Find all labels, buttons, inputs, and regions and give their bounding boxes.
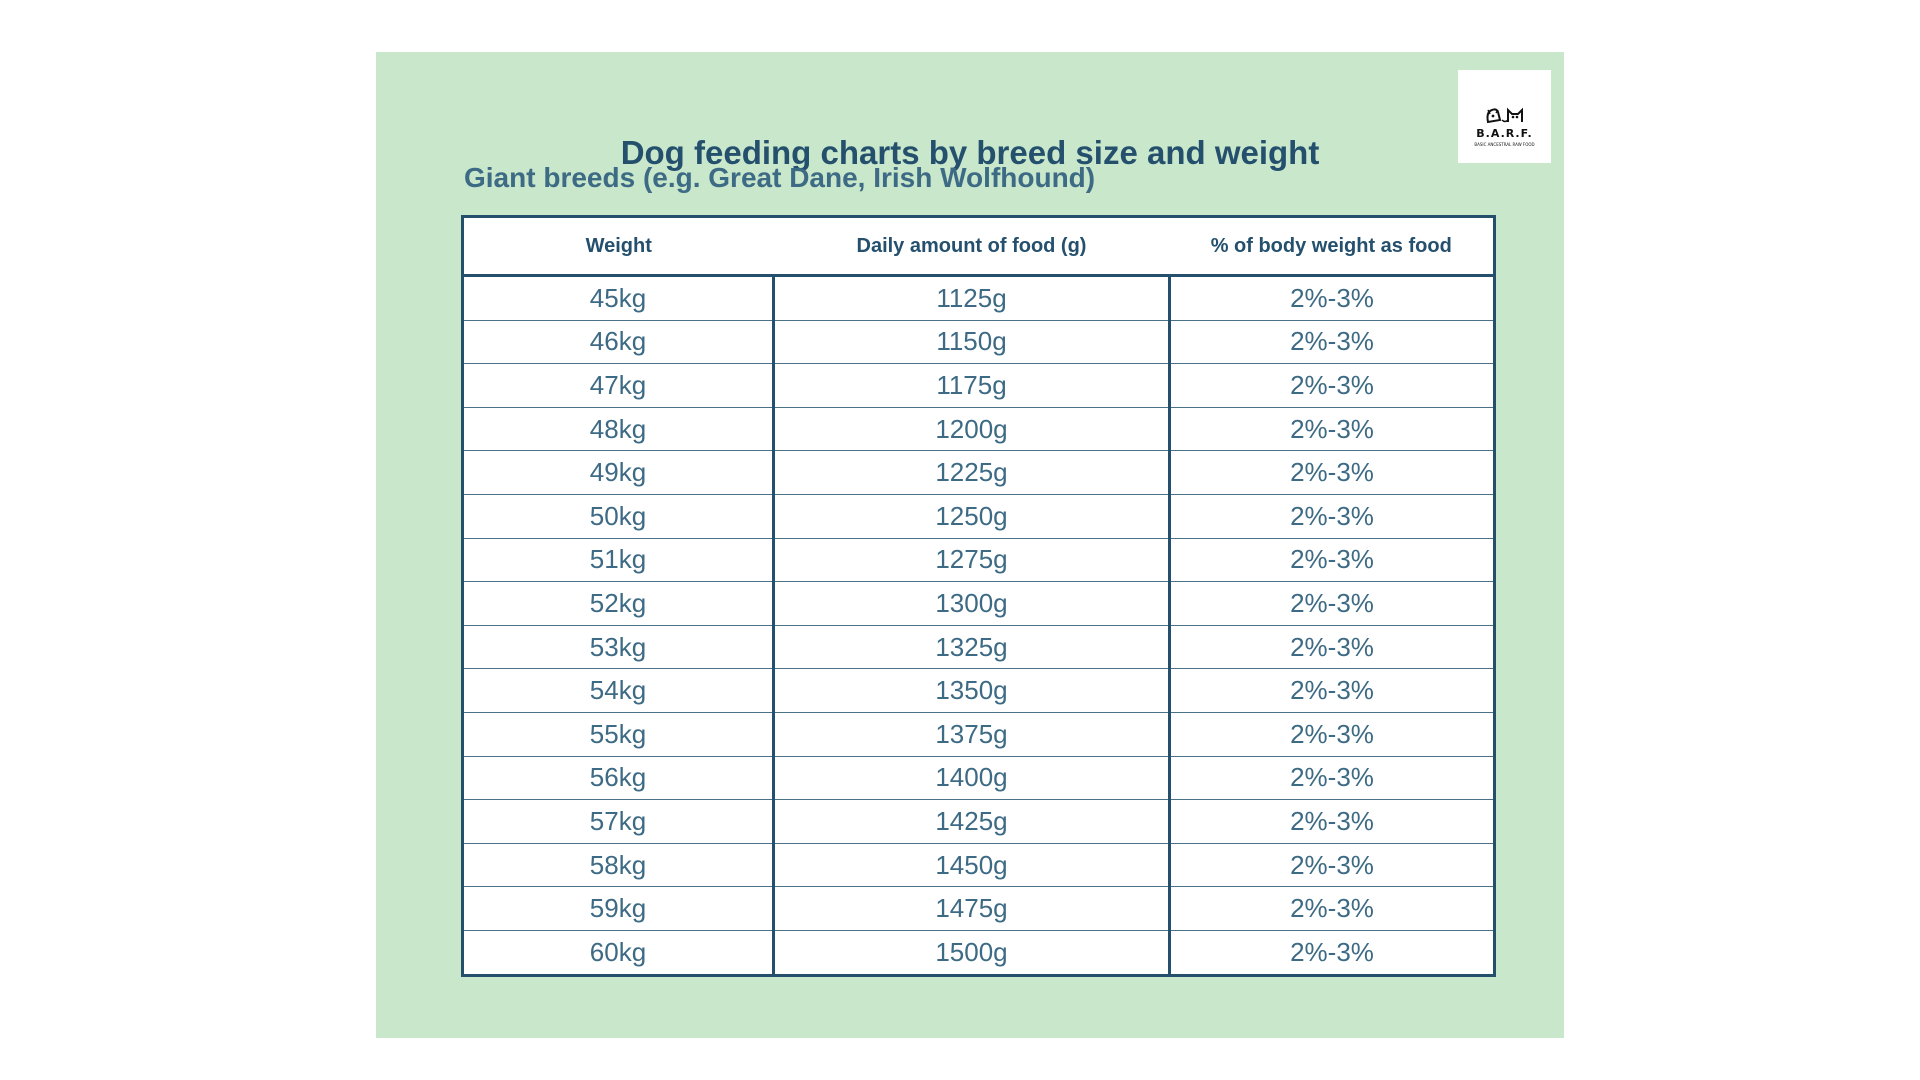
weight-cell: 57kg: [462, 799, 775, 844]
percent-cell: 2%-3%: [1169, 886, 1495, 931]
weight-cell: 50kg: [462, 494, 775, 539]
page-title: Dog feeding charts by breed size and wei…: [620, 134, 1320, 171]
logo-tagline: BASIC ANCESTRAL RAW FOOD: [1474, 142, 1535, 147]
weight-cell: 54kg: [462, 668, 775, 713]
weight-cell: 53kg: [462, 625, 775, 670]
table-row: 60kg 1500g 2%-3%: [462, 930, 1495, 975]
percent-cell: 2%-3%: [1169, 320, 1495, 365]
daily-amount-cell: 1300g: [773, 581, 1171, 626]
daily-amount-cell: 1275g: [773, 538, 1171, 583]
percent-cell: 2%-3%: [1169, 363, 1495, 408]
table-row: 46kg 1150g 2%-3%: [462, 320, 1495, 365]
table-row: 55kg 1375g 2%-3%: [462, 712, 1495, 757]
daily-amount-cell: 1325g: [773, 625, 1171, 670]
table-row: 53kg 1325g 2%-3%: [462, 625, 1495, 670]
weight-cell: 59kg: [462, 886, 775, 931]
weight-cell: 60kg: [462, 930, 775, 975]
percent-cell: 2%-3%: [1169, 450, 1495, 495]
column-header-daily-amount: Daily amount of food (g): [773, 216, 1170, 277]
table-row: 54kg 1350g 2%-3%: [462, 668, 1495, 713]
weight-cell: 51kg: [462, 538, 775, 583]
daily-amount-cell: 1350g: [773, 668, 1171, 713]
table-row: 51kg 1275g 2%-3%: [462, 538, 1495, 583]
weight-cell: 55kg: [462, 712, 775, 757]
table-body: 45kg 1125g 2%-3% 46kg 1150g 2%-3% 47kg 1175g 2…: [462, 275, 1495, 975]
column-header-weight: Weight: [462, 216, 774, 277]
table-row: 58kg 1450g 2%-3%: [462, 843, 1495, 888]
percent-cell: 2%-3%: [1169, 625, 1495, 670]
table-row: 52kg 1300g 2%-3%: [462, 581, 1495, 626]
table-row: 45kg 1125g 2%-3%: [462, 275, 1495, 321]
percent-cell: 2%-3%: [1169, 494, 1495, 539]
percent-cell: 2%-3%: [1169, 712, 1495, 757]
table-row: 56kg 1400g 2%-3%: [462, 756, 1495, 801]
daily-amount-cell: 1400g: [773, 756, 1171, 801]
dog-cat-logo-icon: [1486, 107, 1523, 124]
section-subtitle: Giant breeds (e.g. Great Dane, Irish Wol…: [464, 162, 1096, 193]
weight-cell: 56kg: [462, 756, 775, 801]
weight-cell: 49kg: [462, 450, 775, 495]
daily-amount-cell: 1475g: [773, 886, 1171, 931]
table-row: 57kg 1425g 2%-3%: [462, 799, 1495, 844]
weight-cell: 45kg: [462, 275, 775, 321]
daily-amount-cell: 1150g: [773, 320, 1171, 365]
daily-amount-cell: 1450g: [773, 843, 1171, 888]
percent-cell: 2%-3%: [1169, 275, 1495, 321]
table-row: 48kg 1200g 2%-3%: [462, 407, 1495, 452]
daily-amount-cell: 1175g: [773, 363, 1171, 408]
percent-cell: 2%-3%: [1169, 756, 1495, 801]
daily-amount-cell: 1500g: [773, 930, 1171, 975]
barf-logo: B.A.R.F. BASIC ANCESTRAL RAW FOOD: [1458, 70, 1551, 163]
daily-amount-cell: 1200g: [773, 407, 1171, 452]
percent-cell: 2%-3%: [1169, 538, 1495, 583]
table-row: 50kg 1250g 2%-3%: [462, 494, 1495, 539]
table-row: 49kg 1225g 2%-3%: [462, 450, 1495, 495]
percent-cell: 2%-3%: [1169, 407, 1495, 452]
weight-cell: 47kg: [462, 363, 775, 408]
percent-cell: 2%-3%: [1169, 843, 1495, 888]
weight-cell: 48kg: [462, 407, 775, 452]
daily-amount-cell: 1225g: [773, 450, 1171, 495]
daily-amount-cell: 1375g: [773, 712, 1171, 757]
percent-cell: 2%-3%: [1169, 581, 1495, 626]
weight-cell: 52kg: [462, 581, 775, 626]
logo-name: B.A.R.F.: [1476, 127, 1533, 140]
percent-cell: 2%-3%: [1169, 668, 1495, 713]
feeding-chart-panel: Dog feeding charts by breed size and wei…: [376, 52, 1564, 1038]
daily-amount-cell: 1425g: [773, 799, 1171, 844]
table-row: 59kg 1475g 2%-3%: [462, 886, 1495, 931]
daily-amount-cell: 1125g: [773, 275, 1171, 321]
table-header-row: Weight Daily amount of food (g) % of bod…: [462, 216, 1495, 277]
percent-cell: 2%-3%: [1169, 799, 1495, 844]
column-header-percent-body-weight: % of body weight as food: [1169, 216, 1495, 277]
weight-cell: 46kg: [462, 320, 775, 365]
table-row: 47kg 1175g 2%-3%: [462, 363, 1495, 408]
daily-amount-cell: 1250g: [773, 494, 1171, 539]
weight-cell: 58kg: [462, 843, 775, 888]
percent-cell: 2%-3%: [1290, 936, 1374, 967]
feeding-table: Weight Daily amount of food (g) % of bod…: [461, 215, 1496, 977]
